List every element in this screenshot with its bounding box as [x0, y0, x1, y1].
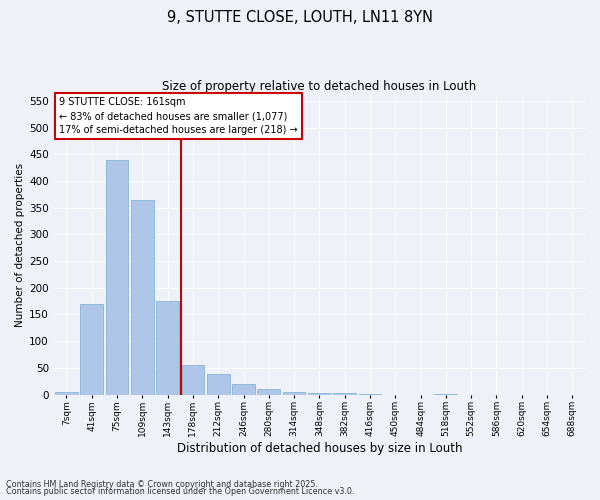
Bar [207, 374, 230, 394]
Text: Contains public sector information licensed under the Open Government Licence v3: Contains public sector information licen… [6, 487, 355, 496]
Bar [80, 304, 103, 394]
Bar [156, 301, 179, 394]
Bar [283, 392, 305, 394]
Bar [131, 200, 154, 394]
Bar [232, 384, 255, 394]
X-axis label: Distribution of detached houses by size in Louth: Distribution of detached houses by size … [176, 442, 462, 455]
Bar [55, 392, 78, 394]
Y-axis label: Number of detached properties: Number of detached properties [15, 163, 25, 327]
Text: 9, STUTTE CLOSE, LOUTH, LN11 8YN: 9, STUTTE CLOSE, LOUTH, LN11 8YN [167, 10, 433, 25]
Bar [182, 365, 204, 394]
Bar [257, 388, 280, 394]
Text: 9 STUTTE CLOSE: 161sqm
← 83% of detached houses are smaller (1,077)
17% of semi-: 9 STUTTE CLOSE: 161sqm ← 83% of detached… [59, 97, 298, 135]
Text: Contains HM Land Registry data © Crown copyright and database right 2025.: Contains HM Land Registry data © Crown c… [6, 480, 318, 489]
Bar [106, 160, 128, 394]
Title: Size of property relative to detached houses in Louth: Size of property relative to detached ho… [162, 80, 476, 93]
Bar [308, 393, 331, 394]
